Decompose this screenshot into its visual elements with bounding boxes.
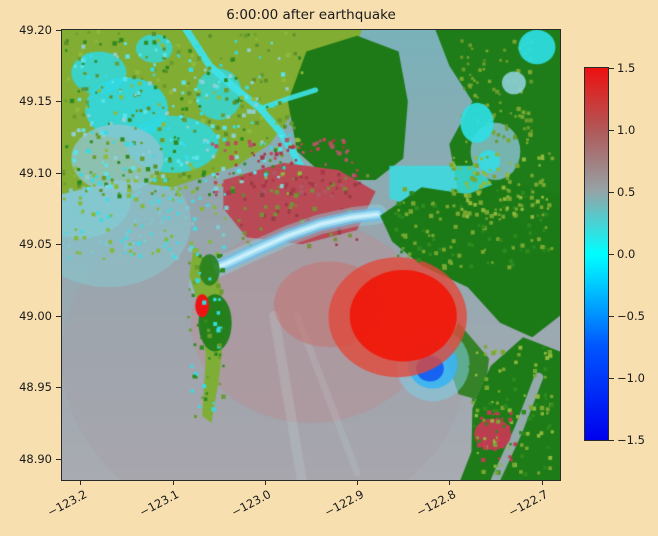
x-tick-label: −123.0 — [229, 487, 274, 520]
y-tick-label: 49.10 — [19, 165, 52, 180]
y-tick-label: 48.90 — [19, 451, 52, 466]
y-tick-label: 49.15 — [19, 94, 52, 109]
colorbar-tick-mark — [609, 440, 614, 441]
chart-title: 6:00:00 after earthquake — [226, 7, 396, 23]
colorbar-tick-mark — [609, 316, 614, 317]
heatmap-canvas — [61, 29, 561, 481]
y-tick-mark — [56, 172, 61, 174]
x-tick-mark — [449, 480, 451, 485]
x-tick-mark — [357, 480, 359, 485]
y-tick-mark — [56, 101, 61, 103]
x-tick-label: −122.9 — [321, 487, 366, 520]
y-tick-label: 49.05 — [19, 237, 52, 252]
colorbar-tick-label: 1.5 — [617, 61, 636, 75]
colorbar-tick-label: −1.0 — [617, 371, 645, 385]
colorbar-tick-label: 0.0 — [617, 247, 636, 261]
x-tick-label: −123.2 — [44, 487, 90, 520]
colorbar-tick-mark — [609, 378, 614, 379]
y-tick-mark — [56, 315, 61, 317]
colorbar-tick-mark — [609, 68, 614, 69]
colorbar — [584, 67, 609, 441]
y-tick-mark — [56, 30, 61, 31]
colorbar-tick-label: 1.0 — [617, 123, 636, 137]
colorbar-tick-mark — [609, 254, 614, 255]
y-tick-mark — [56, 387, 61, 389]
colorbar-tick-mark — [609, 130, 614, 131]
x-tick-mark — [541, 480, 543, 485]
colorbar-tick-label: 0.5 — [617, 185, 636, 199]
x-tick-mark — [264, 480, 266, 485]
y-tick-label: 49.20 — [19, 23, 52, 37]
y-tick-mark — [56, 458, 61, 460]
colorbar-tick-label: −0.5 — [617, 309, 645, 323]
x-tick-mark — [80, 480, 82, 485]
x-tick-label: −122.7 — [505, 487, 551, 520]
colorbar-tick-label: −1.5 — [617, 433, 645, 447]
x-tick-mark — [172, 480, 174, 485]
x-tick-label: −123.1 — [137, 487, 182, 520]
y-tick-label: 49.00 — [19, 308, 52, 323]
colorbar-tick-mark — [609, 192, 614, 193]
y-tick-label: 48.95 — [19, 380, 52, 395]
x-tick-label: −122.8 — [413, 487, 458, 520]
y-tick-mark — [56, 244, 61, 246]
